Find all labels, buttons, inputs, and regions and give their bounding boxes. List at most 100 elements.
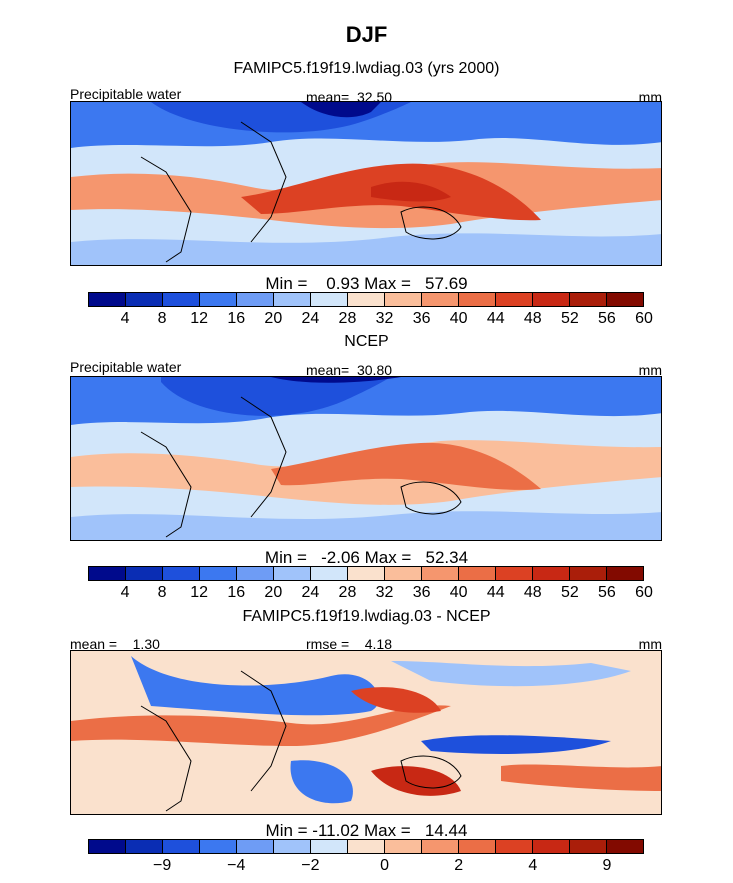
colorbar-swatch: [385, 567, 422, 580]
colorbar-swatch: [607, 567, 643, 580]
map-coastline-africa: [240, 396, 287, 518]
panel-3-rmse-label: rmse = 4.18: [306, 636, 392, 652]
colorbar-tick-label: 60: [635, 584, 653, 601]
colorbar-tick-label: 4: [528, 857, 538, 874]
map-positive-core: [351, 687, 441, 713]
colorbar-swatch: [348, 567, 385, 580]
panel-2-colorbar-ticks: 4 8 12 16 20 24 28 32 36 40 44 48 52 56 60: [0, 584, 733, 604]
colorbar-swatch: [274, 567, 311, 580]
panel-2-units-label: mm: [638, 362, 662, 378]
colorbar-tick-label: 44: [486, 584, 505, 601]
colorbar-swatch: [163, 840, 200, 853]
colorbar-swatch: [126, 567, 163, 580]
panel-2-title: NCEP: [344, 333, 389, 350]
colorbar-swatch: [385, 293, 422, 306]
colorbar-tick-label: 40: [449, 584, 468, 601]
panel-3-minmax: Min = -11.02 Max = 14.44: [265, 821, 468, 840]
colorbar-tick-label: 9: [602, 857, 612, 874]
colorbar-swatch: [237, 567, 274, 580]
colorbar-swatch: [311, 840, 348, 853]
colorbar-swatch: [237, 293, 274, 306]
colorbar-tick-label: 48: [523, 584, 542, 601]
colorbar-swatch: [311, 293, 348, 306]
colorbar-tick-label: 24: [301, 584, 320, 601]
map-coastline-africa: [240, 670, 287, 792]
map-dry-core: [271, 377, 401, 383]
colorbar-swatch: [274, 293, 311, 306]
colorbar-swatch: [496, 567, 533, 580]
map-moist-max: [371, 181, 451, 202]
map-coastline-australia: [400, 206, 462, 240]
map-positive-southeast: [501, 764, 661, 791]
colorbar-swatch: [459, 293, 496, 306]
colorbar-swatch: [533, 567, 570, 580]
panel-3-units-label: mm: [638, 636, 662, 652]
panel-3-map-field: [71, 651, 661, 814]
panel-1-title: FAMIPC5.f19f19.lwdiag.03 (yrs 2000): [233, 60, 500, 77]
map-moist-core: [271, 442, 541, 490]
panel-1-colorbar: [88, 292, 644, 307]
panel-2-mean-label: mean= 30.80: [306, 362, 393, 378]
colorbar-swatch: [89, 567, 126, 580]
colorbar-swatch: [496, 293, 533, 306]
colorbar-tick-label: 12: [190, 584, 209, 601]
colorbar-swatch: [570, 567, 607, 580]
map-coastline-america: [140, 431, 192, 538]
colorbar-tick-label: 52: [560, 310, 579, 327]
figure-title: DJF: [345, 22, 388, 47]
colorbar-tick-label: 8: [157, 584, 167, 601]
colorbar-tick-label: 28: [338, 584, 357, 601]
colorbar-swatch: [200, 293, 237, 306]
colorbar-swatch: [422, 840, 459, 853]
panel-3-colorbar-ticks: −9 −4 −2 0 2 4 9: [0, 857, 733, 877]
colorbar-tick-label: 2: [454, 857, 464, 874]
panel-2-variable-label: Precipitable water: [70, 359, 182, 375]
panel-1-map: [70, 101, 662, 266]
colorbar-swatch: [459, 567, 496, 580]
colorbar-swatch: [200, 567, 237, 580]
colorbar-swatch: [89, 840, 126, 853]
colorbar-swatch: [570, 840, 607, 853]
colorbar-tick-label: 36: [412, 584, 431, 601]
colorbar-swatch: [496, 840, 533, 853]
colorbar-tick-label: 16: [227, 310, 246, 327]
colorbar-swatch: [237, 840, 274, 853]
panel-1-colorbar-ticks: 4 8 12 16 20 24 28 32 36 40 44 48 52 56 60: [0, 310, 733, 330]
map-positive-australia: [371, 766, 461, 796]
panel-2-map: [70, 376, 662, 541]
colorbar-swatch: [533, 840, 570, 853]
colorbar-swatch: [126, 840, 163, 853]
map-coastline-america: [140, 156, 192, 263]
panel-1-minmax: Min = 0.93 Max = 57.69: [265, 274, 468, 293]
map-negative-northeast: [391, 661, 631, 687]
colorbar-tick-label: 8: [157, 310, 167, 327]
panel-3-title: FAMIPC5.f19f19.lwdiag.03 - NCEP: [242, 608, 491, 625]
colorbar-tick-label: −9: [153, 857, 172, 874]
colorbar-swatch: [570, 293, 607, 306]
colorbar-swatch: [607, 293, 643, 306]
colorbar-tick-label: 40: [449, 310, 468, 327]
colorbar-tick-label: 20: [264, 584, 283, 601]
colorbar-tick-label: 32: [375, 584, 394, 601]
colorbar-swatch: [89, 293, 126, 306]
colorbar-tick-label: 56: [598, 310, 616, 327]
map-coastline-australia: [400, 755, 462, 789]
colorbar-swatch: [422, 293, 459, 306]
panel-1-variable-label: Precipitable water: [70, 86, 182, 102]
colorbar-swatch: [200, 840, 237, 853]
colorbar-swatch: [348, 293, 385, 306]
colorbar-swatch: [533, 293, 570, 306]
colorbar-swatch: [274, 840, 311, 853]
colorbar-tick-label: 52: [560, 584, 579, 601]
colorbar-swatch: [607, 840, 643, 853]
colorbar-tick-label: 20: [264, 310, 283, 327]
colorbar-swatch: [459, 840, 496, 853]
colorbar-swatch: [422, 567, 459, 580]
colorbar-swatch: [126, 293, 163, 306]
colorbar-swatch: [163, 567, 200, 580]
colorbar-tick-label: 0: [380, 857, 389, 874]
map-negative-south: [290, 760, 353, 804]
colorbar-swatch: [385, 840, 422, 853]
map-positive-tropical: [71, 705, 451, 746]
colorbar-swatch: [311, 567, 348, 580]
